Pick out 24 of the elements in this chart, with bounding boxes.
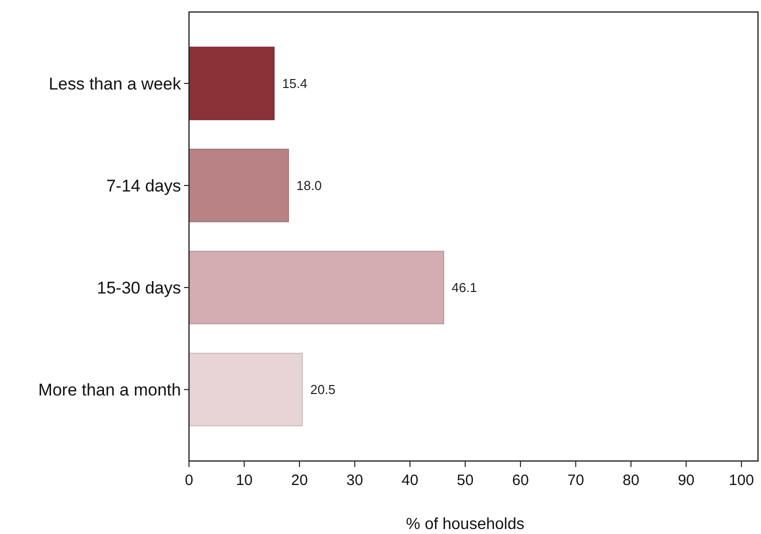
x-tick-label: 60 [512, 472, 529, 489]
bar [188, 46, 275, 120]
x-tick-label: 10 [236, 472, 253, 489]
x-tick-label: 30 [346, 472, 364, 489]
data-label: 20.5 [310, 382, 336, 398]
x-tick-label: 20 [291, 472, 308, 489]
bar [188, 250, 444, 324]
x-tick-label: 0 [184, 472, 194, 489]
y-tick-label: 15-30 days [96, 278, 181, 298]
bar [188, 352, 303, 426]
x-tick-label: 70 [567, 472, 584, 489]
y-tick-label: 7-14 days [106, 176, 181, 196]
x-tick-label: 90 [678, 472, 695, 489]
x-axis-title: % of households [406, 516, 524, 533]
x-tick-label: 50 [456, 472, 474, 489]
data-label: 46.1 [452, 280, 477, 296]
y-tick-label: More than a month [38, 380, 181, 400]
x-tick-label: 40 [402, 472, 418, 489]
y-tick-label: Less than a week [48, 74, 182, 94]
data-label: 15.4 [282, 76, 308, 91]
x-tick-label: 80 [622, 472, 640, 489]
x-tick-label: 100 [728, 472, 754, 489]
data-label: 18.0 [296, 178, 322, 194]
bar [188, 148, 289, 222]
